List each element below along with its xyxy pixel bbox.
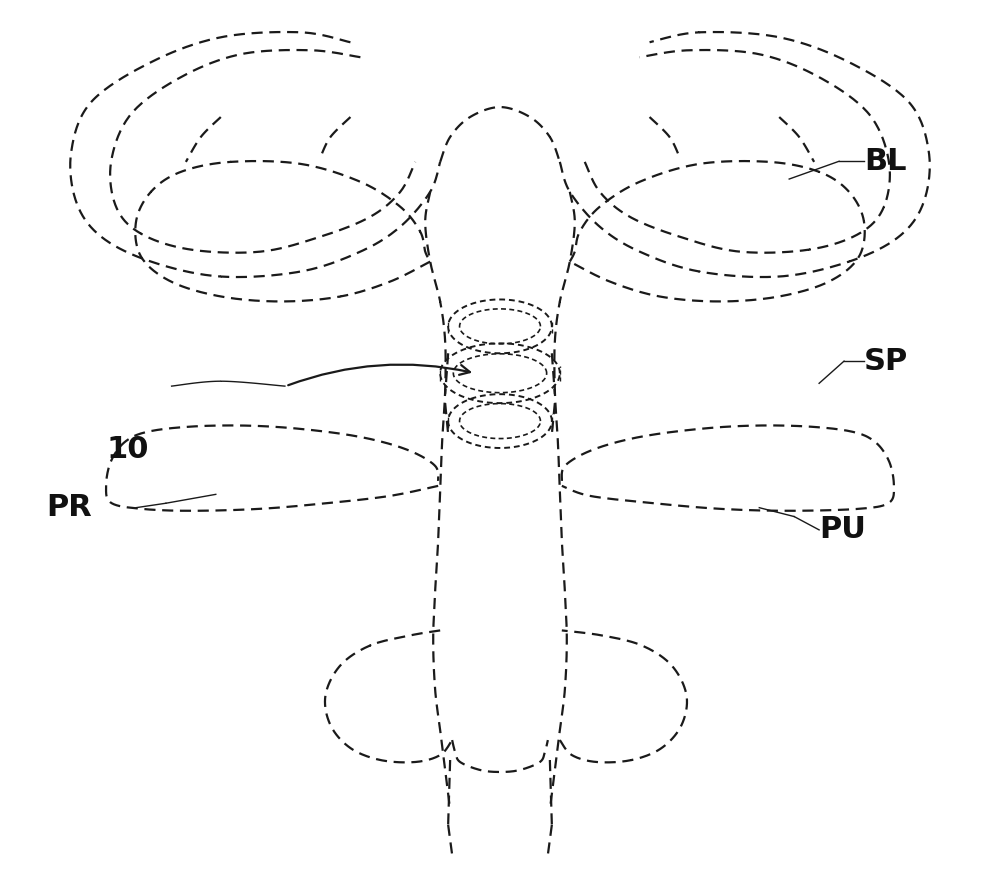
Text: 10: 10 — [106, 436, 149, 464]
Text: SP: SP — [864, 347, 908, 376]
Text: PU: PU — [819, 515, 866, 544]
Text: BL: BL — [864, 147, 906, 176]
Text: PR: PR — [46, 494, 92, 522]
